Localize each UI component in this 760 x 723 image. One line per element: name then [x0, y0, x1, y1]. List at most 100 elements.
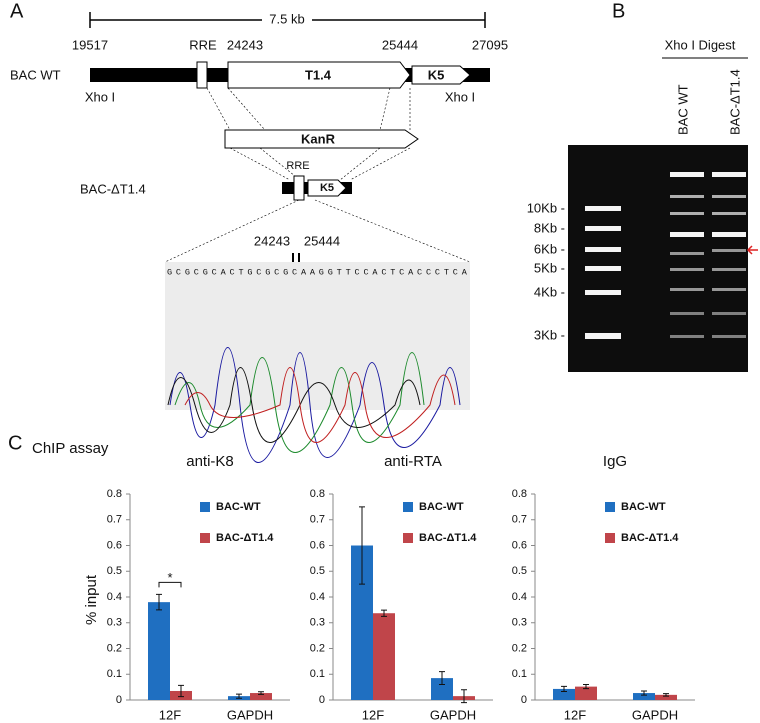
y-tick-label: 0.1 [310, 668, 325, 680]
position: 25444 [382, 37, 418, 52]
bar [373, 613, 395, 700]
error-bar [156, 593, 162, 611]
legend-label: BAC-ΔT1.4 [216, 532, 274, 544]
x-tick-label: 12F [362, 707, 384, 722]
panel-label: A [10, 0, 24, 22]
y-tick-label: 0.2 [107, 642, 122, 654]
error-bar [439, 671, 445, 686]
scale-bg [262, 10, 312, 28]
size-label: 5Kb - [534, 260, 565, 275]
bar [351, 545, 373, 700]
y-tick-label: 0.4 [107, 591, 122, 603]
error-bar [178, 684, 184, 698]
y-tick-label: 0.8 [310, 488, 325, 500]
bar [553, 688, 575, 700]
position: 19517 [72, 37, 108, 52]
del-map [164, 175, 471, 263]
y-tick-label: 0.5 [310, 565, 325, 577]
bar [575, 686, 597, 700]
gel-bands [585, 172, 746, 339]
bar [148, 602, 170, 700]
rre-label: RRE [189, 37, 217, 52]
arrow [746, 245, 758, 255]
chart-title: anti-K8 [186, 453, 234, 470]
traces [167, 347, 461, 463]
error-bar [583, 684, 589, 690]
error-bar [236, 693, 242, 699]
y-tick-label: 0.2 [512, 642, 527, 654]
panel-title: ChIP assay [32, 440, 109, 457]
size-label: 10Kb - [527, 200, 565, 215]
legend-swatch [200, 502, 210, 512]
error-bar [461, 689, 467, 704]
y-tick-label: 0.6 [512, 539, 527, 551]
y-tick-label: 0.8 [512, 488, 527, 500]
y-axis-label: % input [83, 574, 100, 625]
legend-swatch [403, 502, 413, 512]
size-label: 6Kb - [534, 241, 565, 256]
y-tick-label: 0.1 [512, 668, 527, 680]
y-tick-label: 0.2 [310, 642, 325, 654]
error-bar [561, 685, 567, 693]
error-bar [641, 690, 647, 696]
x-tick-label: GAPDH [632, 707, 678, 722]
lane-label: BAC-ΔT1.4 [727, 69, 742, 135]
gene-label: KanR [301, 131, 336, 146]
y-tick-label: 0.7 [107, 514, 122, 526]
y-tick-label: 0.1 [107, 668, 122, 680]
position: 27095 [472, 37, 508, 52]
size-label: 4Kb - [534, 284, 565, 299]
annotation: * [167, 570, 172, 585]
error-bar [381, 609, 387, 617]
legend-swatch [200, 533, 210, 543]
y-tick-label: 0.3 [512, 617, 527, 629]
digest-label: Xho I Digest [665, 37, 736, 52]
legend-swatch [403, 533, 413, 543]
track-label: BAC WT [10, 67, 61, 82]
lane-label: BAC WT [675, 84, 690, 135]
junction: 24243 [254, 233, 290, 248]
chart-title: IgG [603, 453, 627, 470]
y-tick-label: 0.3 [310, 617, 325, 629]
wt-map [90, 61, 490, 181]
error-bar [258, 691, 264, 695]
legend-label: BAC-WT [216, 501, 261, 513]
scale-label: 7.5 kb [269, 11, 304, 26]
position: 24243 [227, 37, 263, 52]
y-tick-label: 0.5 [107, 565, 122, 577]
y-tick-label: 0.5 [512, 565, 527, 577]
y-tick-label: 0 [521, 694, 527, 706]
chart-title: anti-RTA [384, 453, 442, 470]
site-label: Xho I [445, 89, 475, 104]
y-tick-label: 0.4 [310, 591, 325, 603]
y-tick-label: 0.7 [512, 514, 527, 526]
significance-bracket [158, 581, 182, 588]
legend-label: BAC-WT [419, 501, 464, 513]
bar [431, 678, 453, 700]
y-tick-label: 0.3 [107, 617, 122, 629]
x-tick-label: GAPDH [227, 707, 273, 722]
y-tick-label: 0 [116, 694, 122, 706]
bar [250, 693, 272, 700]
rre-label: RRE [286, 160, 309, 172]
kanr-box [224, 129, 419, 149]
bar [633, 693, 655, 700]
size-label: 3Kb - [534, 327, 565, 342]
legend-swatch [605, 533, 615, 543]
legend-label: BAC-ΔT1.4 [621, 532, 679, 544]
y-tick-label: 0.6 [310, 539, 325, 551]
site-label: Xho I [85, 89, 115, 104]
panel-label: C [8, 432, 22, 454]
gene-label: K5 [320, 182, 334, 194]
bar [655, 694, 677, 700]
y-tick-label: 0.7 [310, 514, 325, 526]
x-tick-label: GAPDH [430, 707, 476, 722]
error-bar [663, 693, 669, 697]
error-bar [359, 506, 365, 585]
legend-label: BAC-ΔT1.4 [419, 532, 477, 544]
x-tick-label: 12F [564, 707, 586, 722]
y-tick-label: 0.8 [107, 488, 122, 500]
gene-label: T1.4 [305, 67, 332, 82]
